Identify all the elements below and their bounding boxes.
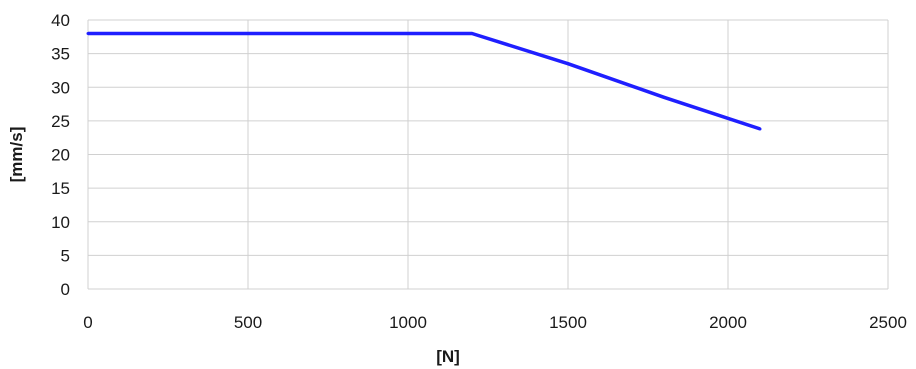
x-tick-label: 2500 bbox=[869, 313, 907, 332]
y-tick-label: 0 bbox=[61, 280, 70, 299]
grid bbox=[87, 19, 889, 290]
tick-labels: 0 5 10 15 20 25 30 35 40 0 500 1000 1500 2000 2500 bbox=[51, 11, 907, 332]
series-point bbox=[566, 62, 570, 66]
x-tick-label: 2000 bbox=[709, 313, 747, 332]
series-line bbox=[88, 31, 761, 131]
x-tick-label: 1500 bbox=[549, 313, 587, 332]
series-layer bbox=[86, 31, 762, 131]
series-point bbox=[758, 127, 762, 131]
series-point bbox=[470, 31, 474, 35]
y-tick-label: 40 bbox=[51, 11, 70, 30]
x-tick-label: 500 bbox=[234, 313, 262, 332]
y-tick-label: 5 bbox=[61, 246, 70, 265]
series-point bbox=[86, 31, 90, 35]
y-tick-label: 30 bbox=[51, 78, 70, 97]
series-point bbox=[662, 95, 666, 99]
x-axis-title: [N] bbox=[436, 347, 460, 366]
y-tick-label: 15 bbox=[51, 179, 70, 198]
x-tick-label: 0 bbox=[83, 313, 92, 332]
y-tick-label: 35 bbox=[51, 45, 70, 64]
y-tick-label: 25 bbox=[51, 112, 70, 131]
y-tick-label: 10 bbox=[51, 213, 70, 232]
y-tick-label: 20 bbox=[51, 146, 70, 165]
x-tick-label: 1000 bbox=[389, 313, 427, 332]
y-axis-title: [mm/s] bbox=[7, 127, 26, 183]
